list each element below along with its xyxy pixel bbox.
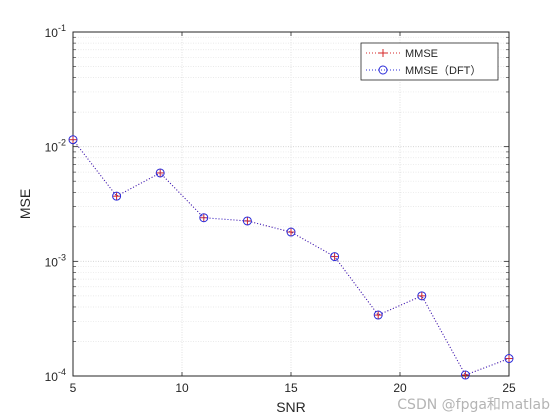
data-point-plus <box>330 252 339 261</box>
data-point-circle <box>68 135 78 145</box>
data-point-plus <box>505 354 513 363</box>
series-layer <box>68 135 514 380</box>
data-point-circle <box>242 216 252 226</box>
x-tick-label: 15 <box>284 381 298 395</box>
legend-marker-circle <box>378 65 388 75</box>
data-point-plus <box>374 311 383 320</box>
legend-label-mmse-dft: MMSE（DFT） <box>405 64 481 77</box>
y-tick-label: 10-4 <box>45 367 66 384</box>
y-tick-label: 10-3 <box>45 252 66 269</box>
axis-ticks: 5 10 15 20 25 10-4 10-3 10-2 10-1 <box>45 23 516 395</box>
watermark-text: CSDN @fpga和matlab <box>397 397 550 413</box>
data-point-circle <box>504 354 514 364</box>
data-point-circle <box>155 168 165 178</box>
data-point-circle <box>199 213 209 223</box>
data-point-plus <box>461 371 470 380</box>
y-tick-label: 10-2 <box>45 138 66 155</box>
data-point-plus <box>243 216 252 225</box>
legend: MMSE MMSE（DFT） <box>360 42 499 81</box>
data-point-circle <box>417 291 427 301</box>
data-point-circle <box>112 191 122 201</box>
x-tick-label: 5 <box>70 381 77 395</box>
y-tick-label: 10-1 <box>45 23 66 40</box>
x-tick-label: 25 <box>502 381 516 395</box>
legend-label-mmse: MMSE <box>405 48 438 60</box>
x-tick-label: 20 <box>393 381 407 395</box>
data-point-circle <box>373 310 383 320</box>
data-point-plus <box>287 228 295 237</box>
x-axis-label: SNR <box>276 399 306 415</box>
y-axis-label: MSE <box>17 189 33 219</box>
x-tick-label: 10 <box>175 381 189 395</box>
data-point-circle <box>460 370 470 380</box>
data-point-plus <box>69 135 77 144</box>
data-point-circle <box>330 252 340 262</box>
legend-marker-plus <box>379 49 387 57</box>
data-point-plus <box>112 192 121 201</box>
data-point-plus <box>417 291 426 300</box>
data-point-circle <box>286 227 296 237</box>
